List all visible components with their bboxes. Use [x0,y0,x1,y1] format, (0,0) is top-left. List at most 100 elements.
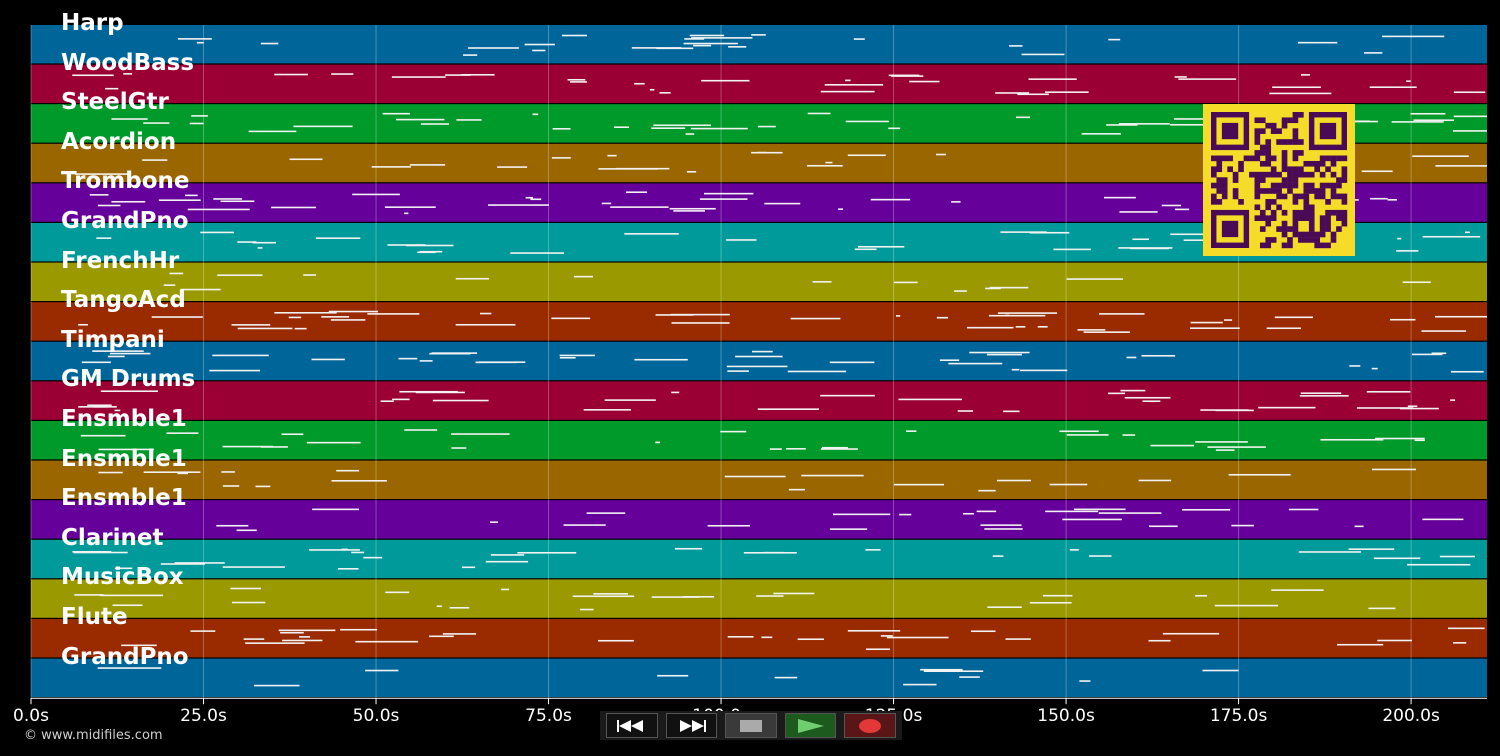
track-label: Ensmble1 [61,485,187,512]
note-mark [1148,639,1171,642]
note-marks [72,34,1487,687]
note-mark [404,429,438,431]
note-mark [510,252,564,254]
note-mark [74,594,104,596]
note-mark [936,316,949,319]
note-mark [962,512,974,515]
fast-forward-icon [680,719,707,732]
note-mark [787,370,847,373]
note-mark [561,34,587,37]
note-mark [1410,112,1446,115]
note-mark [248,130,297,133]
note-mark [651,127,686,129]
note-mark [899,513,912,516]
note-mark [735,355,783,358]
note-mark [657,674,689,677]
note-mark [245,642,305,644]
note-mark [1062,518,1122,521]
note-mark [689,34,725,37]
note-mark [331,479,387,482]
note-mark [189,122,204,125]
note-mark [396,118,445,121]
note-mark [92,350,144,352]
note-mark [957,410,974,412]
note-mark [1370,197,1388,200]
rewind-icon [616,719,643,732]
note-mark [604,399,656,401]
note-mark [552,128,571,130]
note-mark [331,73,354,75]
note-mark [237,327,293,330]
note-mark [442,633,477,635]
note-mark [1349,365,1361,367]
note-mark [1170,123,1229,126]
note-mark [820,90,875,93]
note-mark [1435,165,1487,167]
note-mark [634,82,645,85]
note-mark [419,360,433,362]
record-button[interactable] [844,713,896,738]
tick-label: 25.0s [180,706,227,726]
note-mark [669,207,716,210]
note-mark [1402,281,1431,284]
note-mark [1452,130,1487,132]
note-mark [365,669,399,672]
note-mark [243,638,265,640]
note-mark [257,247,263,249]
note-mark [1174,208,1190,211]
note-mark [707,524,750,527]
note-mark [451,447,467,449]
note-mark [984,528,1023,530]
note-mark [81,361,111,364]
rewind-button[interactable] [606,713,658,738]
note-mark [367,313,420,315]
note-mark [1274,316,1313,319]
note-mark [1411,353,1443,356]
note-mark [303,274,317,276]
note-mark [1029,231,1070,234]
note-mark [988,314,1046,317]
note-mark [1122,434,1136,436]
note-mark [1174,118,1221,120]
note-mark [488,204,549,206]
note-mark [177,472,188,475]
note-mark [1223,319,1233,321]
note-mark [191,115,208,117]
note-mark [1200,409,1249,411]
note-mark [821,446,848,449]
note-mark [281,433,304,436]
note-mark [655,441,660,444]
track-label: Timpani [61,326,165,353]
play-button[interactable] [784,713,837,738]
note-mark [1356,407,1414,409]
stop-button[interactable] [725,713,777,738]
note-mark [351,551,365,554]
note-mark [404,212,409,215]
tick-label: 200.0s [1382,706,1440,726]
note-mark [790,317,841,320]
note-mark [1099,313,1145,315]
note-mark [764,202,801,205]
note-mark [1421,330,1467,332]
note-mark [105,87,119,90]
note-mark [1369,86,1417,89]
note-mark [986,353,1022,356]
note-mark [461,73,495,76]
fast-forward-button[interactable] [665,713,718,738]
note-mark [727,636,754,638]
note-mark [436,605,442,608]
note-mark [525,196,534,199]
note-mark [230,587,261,590]
note-mark [180,288,221,291]
note-mark [763,551,784,554]
note-mark [1019,369,1068,372]
note-mark [398,357,418,360]
tick-label: 0.0s [13,706,49,726]
note-mark [415,391,465,394]
note-mark [659,92,671,94]
note-mark [751,34,766,36]
note-mark [1207,446,1266,448]
note-mark [1258,406,1316,409]
note-mark [935,153,946,156]
